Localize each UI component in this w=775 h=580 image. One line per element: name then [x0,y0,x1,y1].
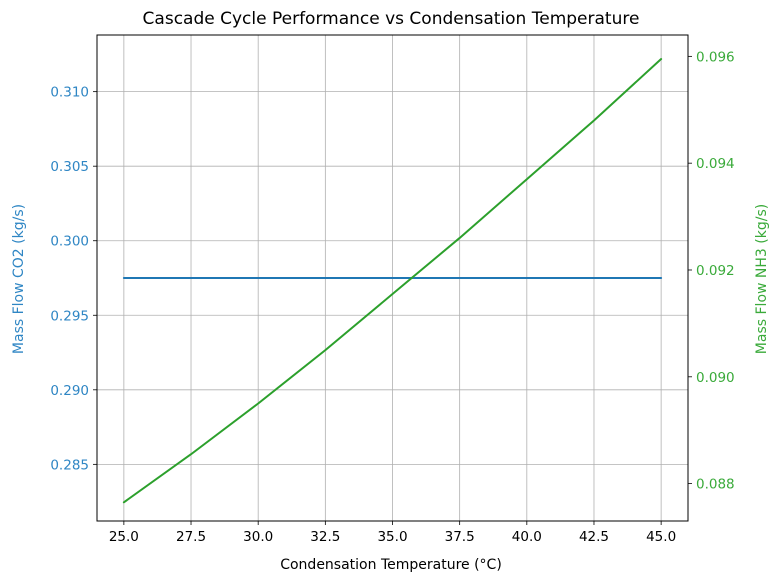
y-left-tick-label: 0.300 [50,234,89,250]
x-tick-label: 45.0 [646,529,676,545]
series-line-nh3 [122,58,663,504]
x-tick-label: 35.0 [377,529,407,545]
series-layer [122,58,663,504]
x-axis: 25.0 27.5 30.0 32.5 35.0 37.5 40.0 42.5 45.0 [109,521,676,545]
y-left-tick-label: 0.295 [50,308,89,324]
chart-title: Cascade Cycle Performance vs Condensatio… [143,9,640,29]
x-tick-label: 25.0 [109,529,139,545]
x-tick-label: 30.0 [243,529,273,545]
y-right-tick-label: 0.090 [696,370,735,386]
x-tick-label: 32.5 [310,529,340,545]
y-left-tick-label: 0.290 [50,383,89,399]
y-right-tick-label: 0.092 [696,263,735,279]
x-tick-label: 42.5 [579,529,609,545]
y-right-tick-label: 0.094 [696,156,735,172]
x-tick-label: 40.0 [512,529,542,545]
y-left-tick-label: 0.305 [50,159,89,175]
y-right-axis: 0.088 0.090 0.092 0.094 0.096 [688,49,735,493]
y-right-tick-label: 0.096 [696,49,735,65]
y-right-axis-label: Mass Flow NH3 (kg/s) [754,204,770,354]
x-tick-label: 27.5 [176,529,206,545]
x-tick-label: 37.5 [445,529,475,545]
y-left-axis-label: Mass Flow CO2 (kg/s) [11,204,27,354]
y-left-axis: 0.285 0.290 0.295 0.300 0.305 0.310 [50,85,97,473]
x-axis-label: Condensation Temperature (°C) [280,557,502,573]
y-left-tick-label: 0.310 [50,85,89,101]
y-right-tick-label: 0.088 [696,477,735,493]
y-left-tick-label: 0.285 [50,457,89,473]
